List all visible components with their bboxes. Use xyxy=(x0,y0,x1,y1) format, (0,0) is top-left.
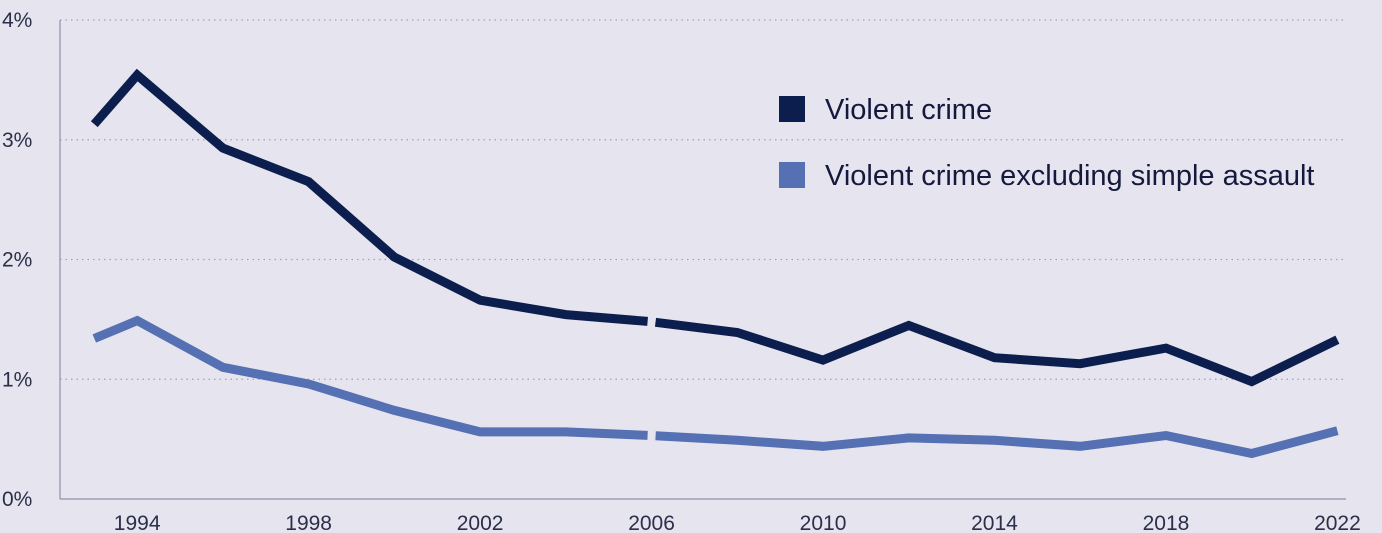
x-tick-label-1: 1998 xyxy=(285,512,332,533)
legend-swatch-0 xyxy=(779,96,805,122)
series-line-1-b xyxy=(655,426,1339,459)
y-tick-label-0: 0% xyxy=(2,488,32,511)
series-lines xyxy=(90,68,1340,459)
tick-labels: 0% 1% 2% 3% 4% 1994 1998 2002 2006 2010 2014 2018 20… xyxy=(2,9,1361,533)
x-tick-label-7: 2022 xyxy=(1314,512,1361,533)
series-line-1-a xyxy=(92,315,648,440)
series-line-0-a xyxy=(90,68,648,326)
y-tick-label-1: 1% xyxy=(2,368,32,391)
y-tick-label-4: 4% xyxy=(2,9,32,32)
x-tick-label-3: 2006 xyxy=(628,512,675,533)
x-tick-label-4: 2010 xyxy=(800,512,847,533)
legend-label-0: Violent crime xyxy=(825,94,992,126)
x-tick-label-6: 2018 xyxy=(1143,512,1190,533)
axes xyxy=(59,20,1346,500)
y-tick-label-2: 2% xyxy=(2,249,32,272)
x-tick-label-2: 2002 xyxy=(457,512,504,533)
x-tick-label-0: 1994 xyxy=(114,512,161,533)
x-tick-label-5: 2014 xyxy=(971,512,1018,533)
legend: Violent crime Violent crime excluding sim… xyxy=(779,94,1314,192)
legend-label-1: Violent crime excluding simple assault xyxy=(825,160,1314,192)
series-line-0-b xyxy=(654,317,1340,387)
y-tick-label-3: 3% xyxy=(2,129,32,152)
legend-swatch-1 xyxy=(779,162,805,188)
